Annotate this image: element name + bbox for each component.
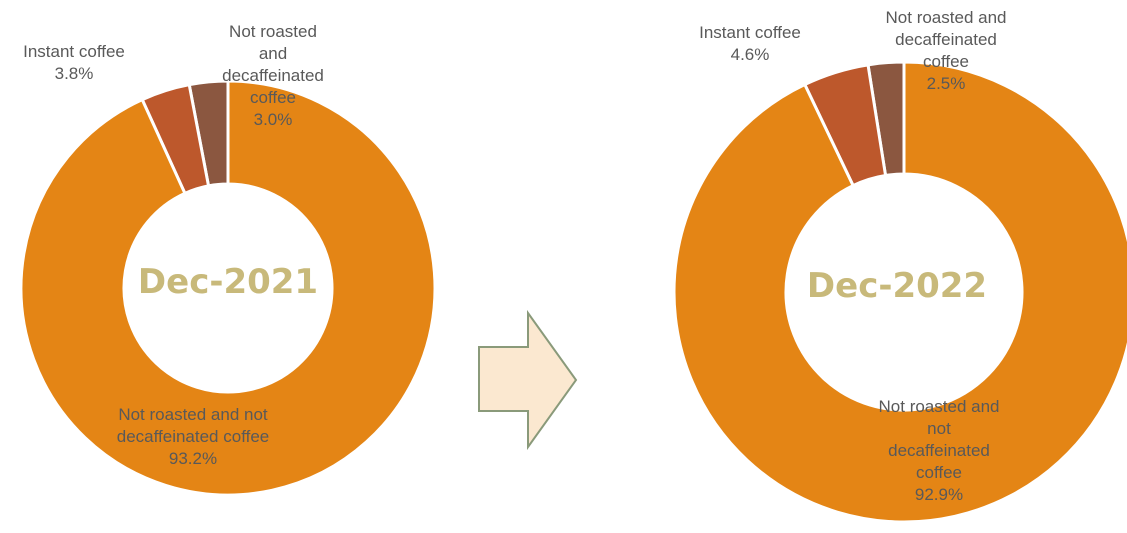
chart-1-center-title: Dec-2021 xyxy=(137,262,319,302)
right-arrow-icon xyxy=(478,309,578,451)
chart-1-label-decaf: Not roasted and decaffeinated coffee 3.0… xyxy=(222,22,324,129)
chart-2-label-decaf: Not roasted and decaffeinated coffee 2.5… xyxy=(885,8,1007,93)
chart-2-center-title: Dec-2022 xyxy=(806,266,988,306)
chart-2-label-main: Not roasted and not decaffeinated coffee… xyxy=(878,397,1000,504)
chart-2-label-instant: Instant coffee 4.6% xyxy=(699,23,801,64)
chart-1-label-instant: Instant coffee 3.8% xyxy=(23,42,125,83)
chart-1-slice-main xyxy=(19,79,437,497)
chart-1-label-main: Not roasted and not decaffeinated coffee… xyxy=(116,405,270,468)
chart-1-slice-instant xyxy=(140,82,211,196)
chart-2-slice-instant xyxy=(802,63,888,188)
chart-2-slice-main xyxy=(672,60,1127,524)
